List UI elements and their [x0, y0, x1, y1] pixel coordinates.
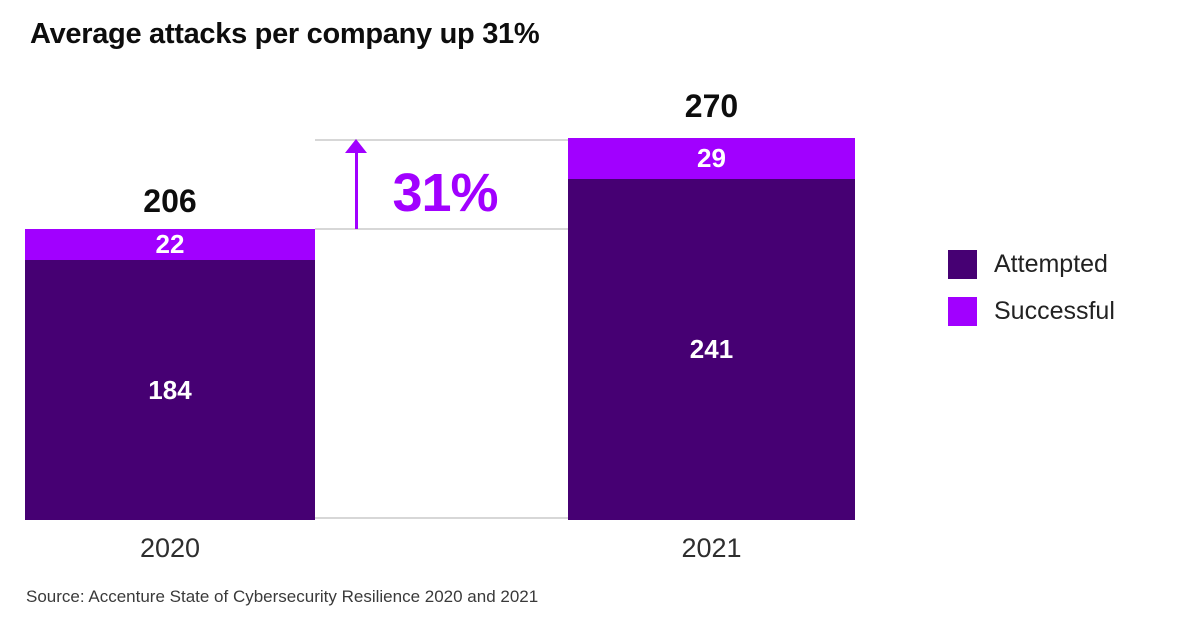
source-citation: Source: Accenture State of Cybersecurity… — [26, 587, 539, 606]
bar-2020: 22 184 — [25, 229, 315, 520]
x-axis-label-2020: 2020 — [139, 533, 201, 563]
segment-value-attempted-2021: 241 — [689, 334, 734, 364]
growth-percent-label: 31% — [392, 163, 498, 223]
step-line-top — [315, 139, 568, 141]
total-label-2020: 206 — [143, 183, 197, 219]
bar-segment-attempted-2020: 184 — [25, 260, 315, 520]
growth-arrow-line — [355, 151, 358, 229]
legend: Attempted Successful — [948, 250, 1115, 326]
segment-value-attempted-2020: 184 — [148, 374, 192, 405]
bar-2021: 29 241 — [568, 138, 855, 520]
step-line-baseline — [315, 517, 568, 519]
legend-label-attempted: Attempted — [994, 250, 1108, 278]
legend-label-successful: Successful — [994, 297, 1115, 325]
legend-swatch-successful — [948, 297, 977, 326]
x-axis-label-2021: 2021 — [681, 533, 742, 563]
segment-value-successful-2021: 29 — [697, 143, 726, 173]
bar-segment-successful-2020: 22 — [25, 229, 315, 260]
legend-item-successful: Successful — [948, 297, 1115, 326]
chart-title: Average attacks per company up 31% — [30, 18, 540, 50]
bar-segment-successful-2021: 29 — [568, 138, 855, 179]
total-label-2021: 270 — [684, 88, 739, 124]
legend-item-attempted: Attempted — [948, 250, 1115, 279]
step-line-middle — [315, 228, 568, 230]
legend-swatch-attempted — [948, 250, 977, 279]
bar-segment-attempted-2021: 241 — [568, 179, 855, 520]
growth-arrow-up-icon — [345, 139, 367, 153]
segment-value-successful-2020: 22 — [155, 229, 185, 259]
